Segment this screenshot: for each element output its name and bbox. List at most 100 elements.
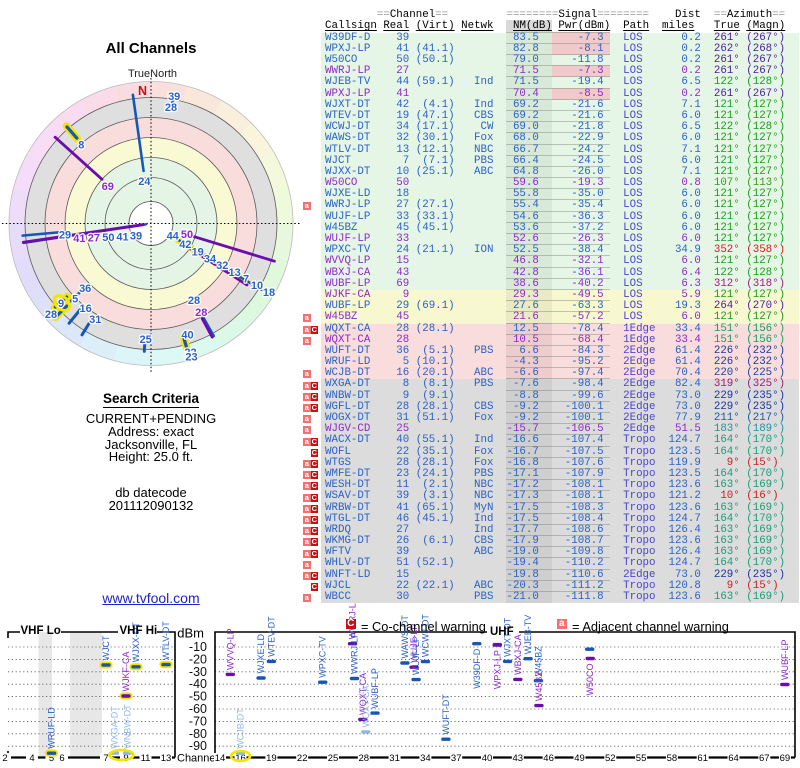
svg-text:50: 50 [102, 232, 114, 244]
svg-text:WTLV-DT: WTLV-DT [161, 621, 171, 660]
svg-text:-30: -30 [189, 665, 207, 679]
svg-text:2: 2 [2, 753, 7, 764]
svg-text:WRUF-LD: WRUF-LD [47, 707, 57, 749]
svg-text:W45BZ: W45BZ [533, 646, 543, 677]
svg-text:28: 28 [165, 102, 177, 114]
svg-text:16: 16 [79, 303, 91, 315]
svg-text:61: 61 [697, 753, 708, 764]
svg-text:WCJB-DT: WCJB-DT [236, 708, 246, 749]
svg-text:40: 40 [482, 753, 493, 764]
svg-text:34: 34 [204, 253, 217, 265]
svg-text:WQXT-CA: WQXT-CA [358, 673, 368, 715]
svg-text:WJKF-CA: WJKF-CA [121, 652, 131, 692]
svg-text:WJXE-LD: WJXE-LD [256, 633, 266, 673]
svg-text:WJCT: WJCT [101, 635, 111, 660]
svg-text:WUJF-LP: WUJF-LP [411, 636, 421, 675]
svg-text:22: 22 [297, 753, 308, 764]
svg-text:43: 43 [513, 753, 524, 764]
svg-text:WWRJ-LP: WWRJ-LP [350, 632, 360, 674]
svg-text:69: 69 [780, 753, 791, 764]
svg-text:44: 44 [167, 231, 180, 243]
svg-text:22: 22 [184, 347, 196, 359]
svg-text:-10: -10 [189, 640, 207, 654]
svg-text:14: 14 [215, 753, 226, 764]
svg-text:32: 32 [216, 260, 228, 272]
svg-text:41: 41 [116, 232, 128, 244]
svg-text:41: 41 [73, 233, 85, 245]
svg-text:18: 18 [263, 287, 275, 299]
svg-text:13: 13 [161, 753, 172, 764]
svg-text:52: 52 [605, 753, 616, 764]
svg-text:31: 31 [389, 753, 400, 764]
svg-text:WJXX-DT: WJXX-DT [131, 622, 141, 662]
svg-text:49: 49 [574, 753, 585, 764]
svg-text:31: 31 [89, 314, 101, 326]
svg-text:25: 25 [328, 753, 339, 764]
svg-text:WUJF-LP: WUJF-LP [409, 624, 419, 663]
svg-text:4: 4 [29, 753, 34, 764]
svg-text:39: 39 [168, 91, 180, 103]
svg-text:WUBF-LP: WUBF-LP [780, 640, 790, 681]
svg-text:39: 39 [130, 231, 142, 243]
svg-text:WVVQ-LP: WVVQ-LP [225, 628, 235, 670]
svg-text:42: 42 [179, 239, 191, 251]
svg-text:-50: -50 [189, 690, 207, 704]
svg-text:55: 55 [636, 753, 647, 764]
svg-text:-20: -20 [189, 652, 207, 666]
svg-text:WXGA-DT: WXGA-DT [110, 706, 120, 749]
svg-text:50: 50 [181, 229, 193, 241]
svg-text:28: 28 [195, 307, 207, 319]
svg-text:40: 40 [181, 330, 193, 342]
svg-text:WCWJ-DT: WCWJ-DT [420, 614, 430, 657]
svg-text:W50CO: W50CO [585, 664, 595, 696]
svg-text:19: 19 [266, 753, 277, 764]
svg-text:19: 19 [192, 247, 204, 259]
svg-text:5: 5 [49, 753, 54, 764]
svg-text:WTEV-DT: WTEV-DT [266, 616, 276, 657]
svg-text:8: 8 [78, 140, 84, 152]
svg-text:36: 36 [79, 283, 91, 295]
svg-text:-40: -40 [189, 677, 207, 691]
svg-text:69: 69 [102, 181, 114, 193]
svg-text:11: 11 [141, 753, 151, 764]
svg-text:W45BZ: W45BZ [534, 671, 544, 702]
svg-text:WPXJ-LP: WPXJ-LP [492, 650, 502, 689]
svg-text:WJEB-TV: WJEB-TV [523, 615, 533, 655]
svg-text:28: 28 [188, 295, 200, 307]
svg-text:24: 24 [138, 176, 151, 188]
svg-text:-80: -80 [189, 727, 207, 741]
svg-text:67: 67 [759, 753, 770, 764]
svg-text:WUBF-LP: WUBF-LP [370, 668, 380, 709]
svg-text:64: 64 [728, 753, 739, 764]
svg-text:16: 16 [235, 753, 246, 764]
svg-text:5: 5 [72, 294, 78, 306]
svg-text:WPXC-TV: WPXC-TV [318, 636, 328, 678]
svg-text:58: 58 [667, 753, 678, 764]
svg-text:dBm: dBm [177, 626, 204, 641]
svg-text:27: 27 [88, 233, 100, 245]
svg-text:-90: -90 [189, 739, 207, 753]
svg-text:WAWS-DT: WAWS-DT [400, 615, 410, 659]
svg-text:25: 25 [139, 334, 151, 346]
svg-text:28: 28 [359, 753, 370, 764]
svg-text:WBXJ-CA: WBXJ-CA [513, 634, 523, 675]
svg-text:Channel: Channel [177, 753, 218, 765]
svg-text:WJXT-DT: WJXT-DT [503, 617, 513, 656]
svg-text:28: 28 [45, 309, 57, 321]
svg-text:9: 9 [58, 298, 64, 310]
svg-text:-60: -60 [189, 702, 207, 716]
svg-text:WWRJ-LP: WWRJ-LP [348, 597, 358, 639]
svg-text:WNBW-DT: WNBW-DT [123, 704, 133, 749]
svg-text:6: 6 [59, 753, 64, 764]
svg-text:23: 23 [185, 352, 197, 364]
svg-text:7: 7 [103, 753, 108, 764]
svg-text:34: 34 [420, 753, 431, 764]
svg-text:W39DF-D: W39DF-D [472, 648, 482, 688]
svg-text:29: 29 [59, 230, 71, 242]
svg-text:13: 13 [228, 267, 240, 279]
svg-text:46: 46 [543, 753, 554, 764]
svg-text:WUFT-DT: WUFT-DT [441, 694, 451, 735]
svg-text:WQXT-CA: WQXT-CA [361, 685, 371, 727]
svg-text:37: 37 [451, 753, 462, 764]
svg-text:10: 10 [251, 280, 263, 292]
